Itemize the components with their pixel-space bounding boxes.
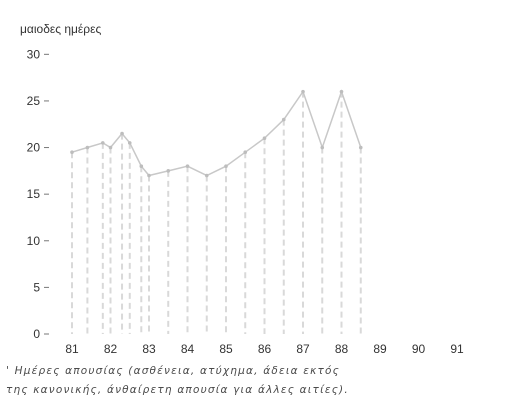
x-tick-label: 81 <box>65 342 79 356</box>
data-point <box>243 150 248 155</box>
y-tick-label: 25 <box>27 94 41 108</box>
y-axis-label: μαιοδες ημέρες <box>20 22 101 36</box>
y-tick-label: 15 <box>27 187 41 201</box>
x-tick-label: 88 <box>335 342 349 356</box>
data-point <box>320 145 325 150</box>
data-point <box>185 164 190 168</box>
data-point <box>262 136 267 141</box>
x-tick-label: 87 <box>296 342 310 356</box>
data-point <box>166 169 171 173</box>
x-tick-label: 84 <box>181 342 195 356</box>
x-tick-label: 83 <box>142 342 156 356</box>
data-point <box>339 89 344 94</box>
x-tick-label: 85 <box>219 342 233 356</box>
series-layer <box>70 89 363 178</box>
data-point <box>108 145 113 150</box>
data-point <box>358 145 363 150</box>
x-tick-label: 82 <box>104 342 118 356</box>
x-tick-label: 86 <box>258 342 272 356</box>
data-point <box>224 164 228 168</box>
y-ticks: 0 5 10 15 20 25 30 <box>27 47 49 341</box>
data-point <box>204 173 209 178</box>
data-point <box>120 131 124 136</box>
y-tick-label: 5 <box>33 280 40 294</box>
data-point <box>85 145 90 150</box>
x-tick-label: 91 <box>450 342 464 356</box>
data-point <box>147 173 151 178</box>
caption-line-1: ' Ημέρες απουσίας (ασθένεια, ατύχημα, άδ… <box>6 365 341 377</box>
data-point <box>70 150 74 155</box>
x-ticks: 81 82 83 84 85 86 87 88 89 90 91 <box>65 342 464 356</box>
data-point <box>127 141 132 145</box>
data-point <box>301 89 305 94</box>
x-tick-label: 89 <box>373 342 387 356</box>
y-tick-label: 30 <box>27 47 41 61</box>
y-tick-label: 0 <box>33 327 40 341</box>
caption-line-2: της κανονικής, άνθαίρετη απουσία για άλλ… <box>6 384 349 396</box>
chart: μαιοδες ημέρες 0 5 10 15 20 25 30 81 82 83 84 85 86… <box>20 22 464 356</box>
x-tick-label: 90 <box>412 342 426 356</box>
chart-caption: ' Ημέρες απουσίας (ασθένεια, ατύχημα, άδ… <box>6 362 511 400</box>
data-point <box>101 141 105 145</box>
data-point <box>281 117 286 122</box>
y-tick-label: 20 <box>27 141 41 155</box>
series-drop-lines <box>71 91 362 334</box>
series-line <box>71 89 362 177</box>
data-point <box>139 164 144 168</box>
y-tick-label: 10 <box>27 234 41 248</box>
